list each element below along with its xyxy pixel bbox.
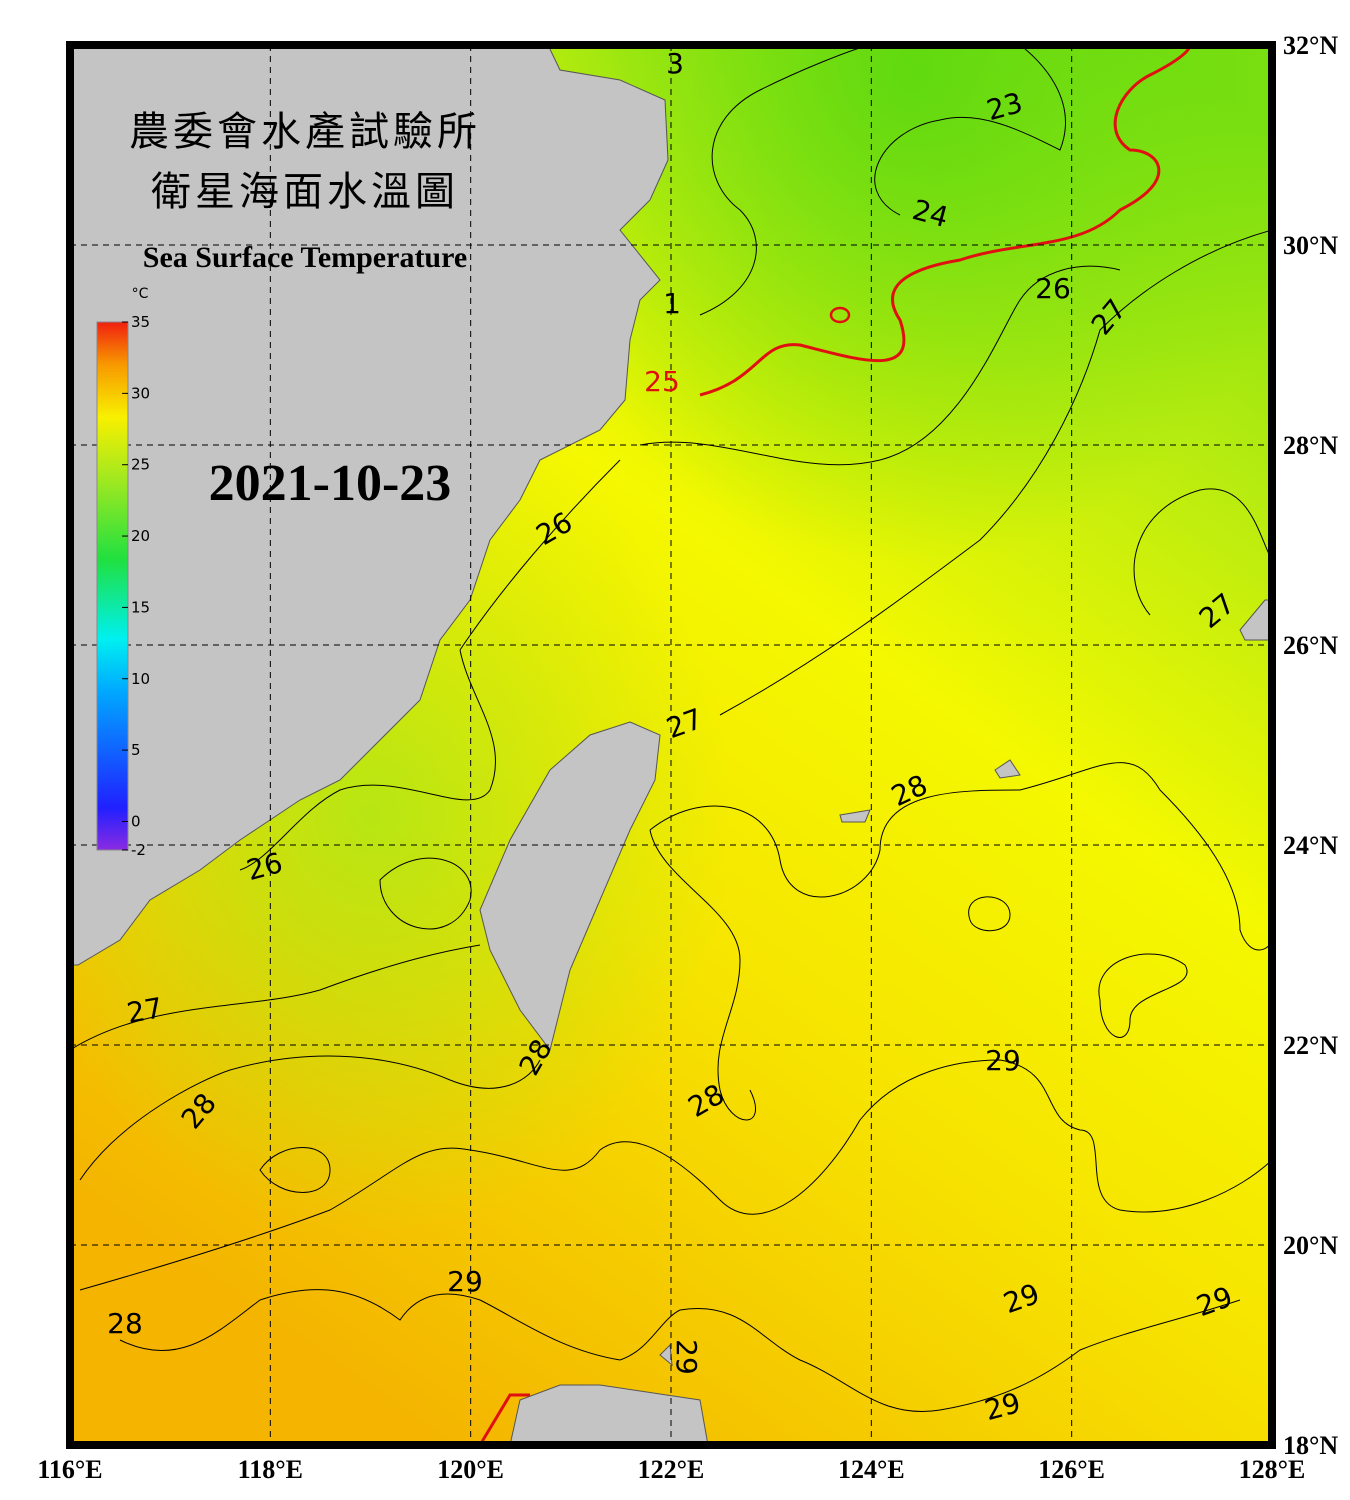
lat-label: 24°N (1283, 831, 1338, 860)
luzon-land (509, 1384, 709, 1445)
lon-label: 128°E (1239, 1455, 1306, 1484)
lon-label: 118°E (238, 1455, 303, 1484)
contour (70, 944, 481, 1051)
contour (649, 829, 756, 1121)
title-zh: 衛星海面水溫圖 (151, 169, 459, 215)
colorbar-tick-label: 5 (131, 741, 141, 759)
lon-label: 120°E (437, 1455, 504, 1484)
contour-label: 25 (644, 365, 680, 398)
lat-label: 30°N (1283, 231, 1338, 260)
red-contour (699, 45, 1192, 397)
contour (968, 896, 1011, 932)
contour (719, 229, 1272, 716)
date: 2021-10-23 (209, 455, 452, 512)
lat-label: 28°N (1283, 431, 1338, 460)
contour (1133, 488, 1272, 616)
taiwan-land (479, 721, 661, 1052)
contour-label: 29 (670, 1339, 703, 1375)
lat-label: 32°N (1283, 31, 1338, 60)
contour (1098, 953, 1188, 1038)
red-contour (829, 306, 851, 324)
contour-label: 3 (666, 47, 684, 80)
colorbar-tick-label: 30 (131, 384, 150, 402)
contour (649, 762, 1272, 951)
china-land (70, 45, 669, 966)
lat-label: 20°N (1283, 1231, 1338, 1260)
title-en: Sea Surface Temperature (143, 241, 467, 274)
lat-label: 22°N (1283, 1031, 1338, 1060)
contour (259, 1147, 331, 1193)
contour (79, 1059, 1272, 1291)
colorbar-tick-label: 15 (131, 598, 150, 616)
colorbar-tick-label: 20 (131, 527, 150, 545)
colorbar-tick-label: 10 (131, 670, 150, 688)
title-zh: 農委會水產試驗所 (129, 109, 481, 155)
lon-label: 122°E (638, 1455, 705, 1484)
map-frame (66, 41, 1276, 1449)
contour-label: 29 (985, 1044, 1021, 1077)
island (659, 599, 1272, 1367)
lat-label: 18°N (1283, 1431, 1338, 1460)
lon-label: 126°E (1038, 1455, 1105, 1484)
contour (379, 857, 472, 930)
contour-label: 27 (124, 991, 165, 1030)
graticule (70, 45, 1272, 1445)
contour (239, 649, 496, 871)
contour-label: 28 (107, 1307, 143, 1340)
contour (699, 45, 871, 316)
colorbar-unit: °C (132, 286, 149, 302)
colorbar-tick-label: 25 (131, 456, 150, 474)
contour-label: 26 (1035, 272, 1071, 305)
red-contour (478, 1393, 530, 1445)
lon-label: 116°E (37, 1455, 102, 1484)
colorbar-tick-label: -2 (131, 841, 146, 859)
colorbar-tick-label: 0 (131, 812, 141, 830)
contour (459, 459, 621, 651)
contour-label: 1 (663, 287, 681, 320)
contour (79, 1055, 541, 1181)
colorbar-tick-label: 35 (131, 313, 150, 331)
contour-label: 29 (447, 1265, 483, 1298)
lat-label: 26°N (1283, 631, 1338, 660)
contour (874, 45, 1066, 216)
lon-label: 124°E (838, 1455, 905, 1484)
contour (119, 1289, 1241, 1412)
colorbar (96, 321, 129, 851)
contour (639, 265, 1121, 466)
